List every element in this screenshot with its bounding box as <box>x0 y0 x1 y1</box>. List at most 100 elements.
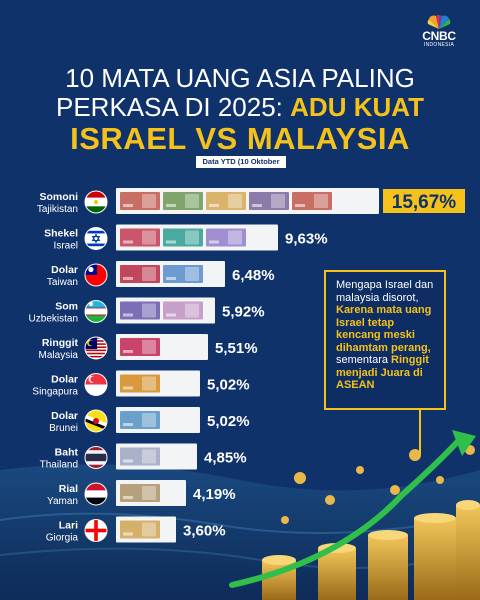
country-label: Taiwan <box>47 277 78 288</box>
banknote-portrait <box>142 449 156 464</box>
banknote-denomination <box>123 386 133 390</box>
brunei-flag <box>85 410 107 432</box>
banknote-denomination <box>295 204 305 207</box>
banknote-denomination <box>166 313 176 317</box>
banknote-portrait <box>228 194 242 208</box>
yemen-flag <box>85 483 107 505</box>
cnbc-logo: CNBC INDONESIA <box>414 14 464 48</box>
value-label: 5,51% <box>215 340 258 357</box>
flag-band <box>85 354 107 356</box>
banknote-illustration <box>120 520 160 539</box>
title-line-2: PERKASA DI 2025: ADU KUAT <box>0 92 480 122</box>
banknote-portrait <box>142 376 156 391</box>
title-line-1: 10 MATA UANG ASIA PALING <box>65 63 415 93</box>
uzbekistan-flag <box>85 300 107 323</box>
banknote-portrait <box>142 303 156 318</box>
flag-cross <box>85 528 107 533</box>
value-label: 5,92% <box>222 304 265 321</box>
flag-ring <box>84 409 108 433</box>
peacock-icon <box>427 15 451 29</box>
flag-band <box>85 308 107 315</box>
country-label: Israel <box>54 241 78 252</box>
country-label: Malaysia <box>39 350 79 361</box>
callout-box: Mengapa Israel dan malaysia disorot, Kar… <box>324 270 446 410</box>
singapore-flag <box>85 373 107 396</box>
country-label: Singapura <box>32 387 78 398</box>
banknote-illustration <box>249 192 289 210</box>
banknote-portrait <box>228 230 242 245</box>
country-label: Tajikistan <box>37 204 78 215</box>
value-label: 4,85% <box>204 450 247 467</box>
flag-ring <box>84 519 108 542</box>
growth-arrow-head <box>452 430 476 456</box>
flag-band <box>85 357 107 359</box>
banknote-portrait <box>142 194 156 208</box>
flag-band <box>85 384 107 396</box>
georgia-flag <box>85 519 107 542</box>
value-label: 3,60% <box>183 523 226 540</box>
title-line-3: ISRAEL VS MALAYSIA <box>70 121 410 156</box>
flag-emblem <box>89 302 93 307</box>
currency-label: Rial <box>59 483 78 495</box>
flag-ring <box>84 446 108 469</box>
banknote-portrait <box>142 230 156 245</box>
flag-band <box>85 446 107 451</box>
banknote-denomination <box>123 313 133 317</box>
banknote-illustration <box>120 411 160 429</box>
banknote-portrait <box>185 267 199 281</box>
flag-ring <box>84 190 108 214</box>
currency-label: Baht <box>55 447 79 459</box>
flag-ring <box>84 300 108 323</box>
value-label: 6,48% <box>232 267 275 284</box>
logo-subtext: INDONESIA <box>423 42 455 48</box>
banknote-illustration <box>120 301 160 320</box>
country-label: Uzbekistan <box>29 314 78 325</box>
country-label: Giorgia <box>46 533 79 544</box>
banknote-denomination <box>209 204 219 207</box>
callout-text-plain: Mengapa Israel dan malaysia disorot, <box>336 279 434 304</box>
banknote-denomination <box>123 277 133 280</box>
currency-label: Dolar <box>51 264 78 276</box>
banknote-portrait <box>142 413 156 427</box>
banknote-illustration <box>120 192 160 210</box>
malaysia-flag <box>85 337 107 359</box>
flag-ring <box>84 263 108 287</box>
banknote-denomination <box>209 240 219 244</box>
banknote-denomination <box>166 277 176 280</box>
coin-stacks <box>262 445 480 600</box>
flag-band <box>85 191 107 198</box>
banknote-denomination <box>166 240 176 244</box>
flag-band <box>85 315 107 323</box>
banknote-denomination <box>123 350 133 353</box>
title-line-2-highlight: ADU KUAT <box>290 92 424 122</box>
banknote-illustration <box>163 192 203 210</box>
flag-ring <box>84 336 108 360</box>
banknote-denomination <box>252 204 262 207</box>
title-line-2-plain: PERKASA DI 2025: <box>56 92 283 122</box>
flag-emblem <box>90 376 97 383</box>
tajikistan-flag <box>85 191 107 213</box>
flag-band <box>85 243 107 247</box>
banknote-denomination <box>123 204 133 207</box>
flag-band <box>85 307 107 309</box>
banknote-denomination <box>123 459 133 463</box>
banknote-illustration <box>206 192 246 210</box>
banknote-portrait <box>185 303 199 318</box>
value-label: 5,02% <box>207 377 250 394</box>
flag-stripe <box>85 418 107 431</box>
currency-label: Som <box>55 301 78 313</box>
flag-emblem <box>88 340 94 346</box>
flag-emblem <box>94 200 98 204</box>
callout-text-highlight: Karena mata uang Israel tetap kencang me… <box>336 304 432 354</box>
flag-band <box>85 450 107 454</box>
banknote-portrait <box>314 194 328 208</box>
banknote-denomination <box>166 204 176 207</box>
banknote-illustration <box>120 447 160 466</box>
